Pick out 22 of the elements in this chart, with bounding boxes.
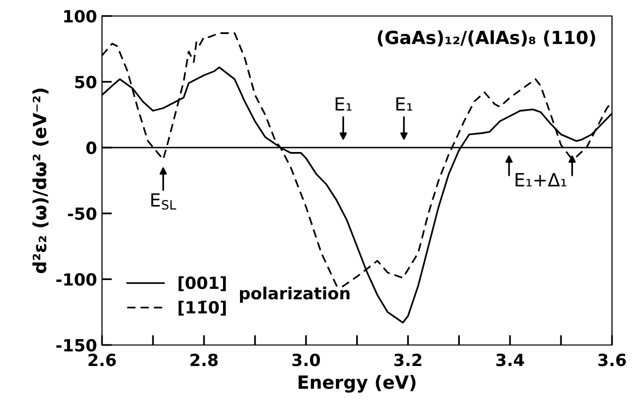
annotation: E₁ (336, 97, 352, 111)
y-tick-label: 0 (86, 142, 96, 154)
x-tick-label: 3.0 (292, 354, 320, 366)
legend-title: polarization (240, 286, 350, 303)
y-axis-title: d²ε₂ (ω)/dω² (eV⁻²) (32, 88, 49, 274)
annotation: E$_{SL}$ (151, 193, 176, 210)
y-tick-label: 100 (64, 10, 96, 23)
y-tick-label: -50 (68, 207, 96, 220)
annotation: E₁+Δ₁ (516, 173, 566, 186)
x-tick-label: 3.6 (598, 354, 626, 366)
text: (GaAs)₁₂/(AlAs)₈ (110) (378, 30, 596, 46)
legend-label: [001] (178, 276, 226, 292)
x-axis-title: Energy (eV) (298, 375, 416, 393)
y-tick-label: 50 (75, 76, 96, 88)
annotation: E₁ (396, 97, 412, 111)
legend-label: [11̄0] (178, 300, 226, 316)
y-tick-label: -100 (56, 273, 96, 286)
x-tick-label: 3.2 (394, 354, 422, 366)
x-tick-label: 2.8 (190, 354, 218, 366)
y-tick-label: -150 (56, 338, 96, 352)
x-tick-label: 2.6 (88, 354, 116, 366)
x-tick-label: 3.4 (496, 354, 524, 366)
